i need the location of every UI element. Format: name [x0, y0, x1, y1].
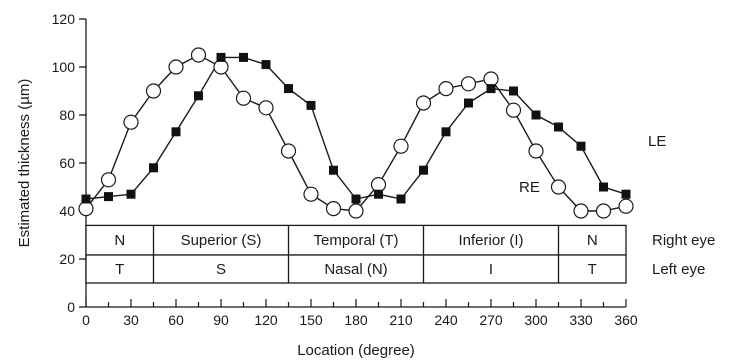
- data-point-le: [374, 189, 383, 199]
- data-point-re: [190, 47, 207, 63]
- data-point-re: [415, 95, 432, 111]
- x-tick-label: 270: [479, 312, 503, 328]
- data-point-re: [258, 100, 274, 116]
- markers-le: [81, 52, 631, 204]
- data-point-le: [329, 165, 338, 175]
- x-tick-label: 0: [82, 312, 90, 328]
- left-eye-region-label: Nasal (N): [324, 261, 387, 278]
- y-tick-label: 80: [59, 107, 75, 123]
- data-point-re: [303, 186, 319, 202]
- right-eye-region-label: Temporal (T): [313, 232, 398, 249]
- series-label-le: LE: [648, 133, 666, 150]
- data-point-le: [149, 163, 158, 173]
- series-line-re: [85, 54, 627, 212]
- left-eye-region-label: S: [216, 261, 226, 278]
- data-point-le: [261, 60, 271, 70]
- data-point-le: [486, 84, 496, 94]
- row-label-left-eye: Left eye: [652, 261, 705, 278]
- y-axis-label: Estimated thickness (µm): [16, 79, 33, 248]
- left-eye-region-label: T: [588, 261, 597, 278]
- y-tick-label: 60: [59, 155, 75, 171]
- data-point-re: [78, 201, 94, 217]
- data-point-le: [531, 110, 541, 120]
- data-point-le: [306, 100, 316, 110]
- data-point-re: [595, 203, 612, 219]
- region-table: N Superior (S) Temporal (T) Inferior (I) NT S…: [85, 224, 715, 284]
- data-point-re: [280, 143, 297, 159]
- data-point-re: [325, 201, 342, 217]
- data-point-re: [213, 59, 229, 75]
- data-point-re: [123, 114, 139, 130]
- left-eye-region-label: T: [115, 261, 124, 278]
- data-point-re: [370, 177, 387, 193]
- series-line-le: [85, 56, 627, 200]
- series-label-re: RE: [519, 179, 540, 196]
- data-point-le: [284, 84, 293, 94]
- right-eye-region-label: N: [114, 232, 125, 249]
- data-point-le: [576, 141, 586, 151]
- data-point-le: [396, 194, 406, 204]
- data-point-le: [554, 122, 563, 132]
- data-point-re: [348, 203, 364, 219]
- data-point-le: [599, 182, 608, 192]
- right-eye-region-label: Superior (S): [181, 232, 262, 249]
- data-point-le: [104, 192, 113, 202]
- data-point-re: [100, 172, 117, 188]
- x-tick-label: 60: [168, 312, 184, 328]
- data-point-re: [528, 143, 544, 159]
- data-point-le: [171, 127, 181, 137]
- data-point-re: [393, 138, 409, 154]
- x-tick-label: 300: [524, 312, 548, 328]
- axes: 0 20 40 60 80 100 120 0 30 60 90 120 150 180 210 240 270…: [52, 11, 638, 328]
- y-tick-label: 100: [52, 59, 76, 75]
- y-tick-label: 40: [59, 203, 75, 219]
- right-eye-region-label: N: [587, 232, 598, 249]
- left-eye-region-label: I: [489, 261, 493, 278]
- series-le: [85, 56, 627, 200]
- x-tick-label: 240: [434, 312, 458, 328]
- data-point-le: [239, 52, 248, 62]
- markers-re: [78, 47, 634, 219]
- data-point-re: [483, 71, 499, 87]
- data-point-le: [621, 189, 631, 199]
- x-tick-label: 360: [614, 312, 638, 328]
- right-eye-region-label: Inferior (I): [458, 232, 523, 249]
- data-point-re: [438, 80, 454, 97]
- x-tick-label: 90: [213, 312, 229, 328]
- x-tick-label: 180: [344, 312, 368, 328]
- row-label-right-eye: Right eye: [652, 232, 715, 249]
- x-tick-label: 330: [569, 312, 593, 328]
- x-tick-label: 120: [254, 312, 278, 328]
- data-point-le: [419, 165, 428, 175]
- data-point-le: [81, 194, 91, 204]
- data-point-le: [464, 98, 473, 108]
- data-point-le: [216, 52, 226, 62]
- x-tick-label: 150: [299, 312, 323, 328]
- y-tick-label: 120: [52, 11, 76, 27]
- data-point-le: [194, 91, 203, 101]
- data-point-re: [168, 59, 184, 75]
- data-point-le: [351, 194, 361, 204]
- x-axis-label: Location (degree): [297, 342, 415, 359]
- data-point-re: [460, 76, 477, 92]
- data-point-re: [573, 203, 589, 219]
- data-point-re: [505, 102, 522, 118]
- data-point-le: [441, 127, 451, 137]
- data-point-re: [550, 179, 567, 195]
- y-tick-label: 0: [67, 299, 75, 315]
- x-tick-label: 30: [123, 312, 139, 328]
- data-point-re: [618, 198, 634, 214]
- x-tick-label: 210: [389, 312, 413, 328]
- data-point-re: [145, 83, 162, 99]
- region-table-frame: [85, 224, 627, 284]
- data-point-le: [509, 86, 518, 96]
- data-point-re: [235, 90, 252, 106]
- y-tick-label: 20: [59, 251, 75, 267]
- series-re: [85, 54, 627, 212]
- data-point-le: [126, 189, 136, 199]
- series-layer: LE RE: [78, 47, 666, 219]
